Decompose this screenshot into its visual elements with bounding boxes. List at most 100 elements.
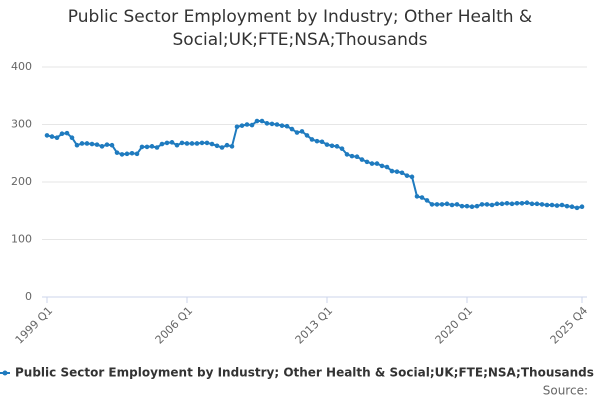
point bbox=[254, 118, 260, 124]
point bbox=[534, 201, 540, 207]
point bbox=[99, 144, 105, 149]
point bbox=[189, 141, 195, 146]
point bbox=[249, 122, 255, 128]
x-tick-label: 2025 Q4 bbox=[548, 304, 591, 347]
point bbox=[404, 173, 410, 178]
point bbox=[579, 204, 585, 210]
point bbox=[329, 143, 335, 149]
point bbox=[229, 144, 235, 149]
point bbox=[69, 135, 75, 141]
point bbox=[74, 142, 80, 148]
point bbox=[194, 141, 200, 146]
point bbox=[154, 145, 160, 150]
point bbox=[139, 144, 145, 150]
point bbox=[114, 150, 120, 155]
point bbox=[84, 141, 90, 146]
point bbox=[429, 202, 435, 207]
point bbox=[219, 145, 225, 150]
point bbox=[224, 142, 230, 148]
point bbox=[304, 133, 310, 138]
y-tick-label: 200 bbox=[11, 175, 32, 188]
point bbox=[354, 154, 360, 159]
point bbox=[214, 143, 220, 149]
point bbox=[559, 202, 565, 208]
point bbox=[124, 151, 130, 157]
point bbox=[374, 161, 380, 166]
point bbox=[119, 152, 125, 157]
y-tick-label: 300 bbox=[11, 118, 32, 131]
point bbox=[79, 141, 85, 146]
point bbox=[134, 151, 140, 157]
point bbox=[439, 202, 445, 207]
point bbox=[344, 152, 350, 157]
point bbox=[339, 146, 345, 151]
point bbox=[414, 194, 420, 199]
point bbox=[569, 204, 575, 210]
point bbox=[169, 140, 175, 145]
point bbox=[149, 144, 155, 149]
point bbox=[289, 126, 295, 132]
point bbox=[574, 205, 580, 211]
point bbox=[89, 141, 95, 147]
point bbox=[424, 198, 430, 203]
point bbox=[144, 144, 150, 150]
point bbox=[524, 200, 530, 205]
point bbox=[549, 202, 555, 208]
point bbox=[259, 118, 265, 124]
point bbox=[294, 130, 300, 135]
y-tick-label: 100 bbox=[11, 233, 32, 246]
point bbox=[474, 203, 480, 209]
point bbox=[449, 202, 455, 208]
point bbox=[234, 124, 240, 130]
point bbox=[349, 153, 355, 159]
chart-title: Public Sector Employment by Industry; Ot… bbox=[67, 7, 533, 50]
line bbox=[46, 120, 583, 209]
y-tick-label: 400 bbox=[11, 60, 32, 73]
point bbox=[179, 140, 185, 146]
point bbox=[364, 159, 370, 165]
x-tick-label: 2006 Q1 bbox=[153, 304, 196, 347]
point bbox=[324, 142, 330, 147]
source-label: Source: bbox=[543, 384, 588, 398]
point bbox=[64, 130, 70, 136]
legend-label: Public Sector Employment by Industry; Ot… bbox=[15, 366, 594, 380]
point bbox=[309, 137, 315, 142]
point bbox=[499, 201, 505, 207]
point bbox=[509, 201, 515, 207]
point bbox=[419, 195, 425, 200]
point bbox=[279, 123, 285, 128]
point bbox=[314, 138, 320, 144]
point bbox=[544, 202, 550, 208]
point bbox=[434, 202, 440, 207]
point bbox=[394, 169, 400, 174]
point bbox=[444, 201, 450, 207]
point bbox=[539, 202, 545, 207]
point bbox=[369, 161, 375, 166]
x-tick-label: 2013 Q1 bbox=[293, 304, 336, 347]
point bbox=[209, 141, 215, 147]
point bbox=[319, 139, 325, 145]
legend-marker bbox=[2, 370, 8, 376]
point bbox=[389, 168, 395, 174]
point bbox=[199, 140, 205, 146]
point bbox=[464, 203, 470, 209]
point bbox=[299, 129, 305, 134]
point bbox=[514, 200, 520, 206]
point bbox=[164, 140, 170, 146]
point bbox=[484, 202, 490, 207]
point bbox=[409, 174, 415, 180]
point bbox=[49, 134, 55, 139]
point bbox=[104, 142, 110, 147]
point bbox=[489, 202, 495, 208]
point bbox=[529, 201, 535, 207]
point bbox=[379, 163, 385, 169]
point bbox=[384, 164, 390, 170]
y-tick-label: 0 bbox=[25, 290, 32, 303]
point bbox=[54, 135, 60, 141]
point bbox=[59, 131, 65, 136]
point bbox=[469, 204, 475, 210]
point bbox=[109, 142, 115, 148]
point bbox=[274, 122, 280, 127]
point bbox=[184, 141, 190, 146]
